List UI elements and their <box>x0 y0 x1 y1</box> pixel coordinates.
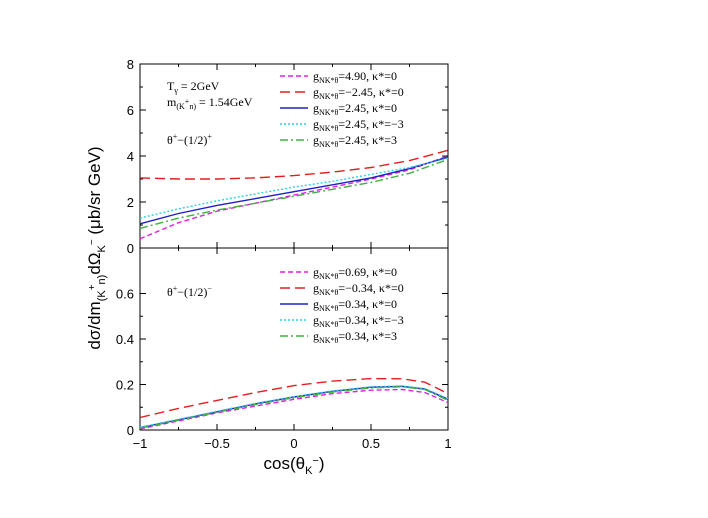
axis-ticks <box>139 63 449 431</box>
y-tick-label: 6 <box>127 103 134 118</box>
bottom-annotation-parity: θ+−(1/2)− <box>167 284 212 299</box>
x-tick-label: 0 <box>290 436 297 451</box>
bottom-panel-frame <box>139 247 449 431</box>
y-tick-label: 8 <box>127 57 134 72</box>
x-tick-label: 1 <box>444 436 451 451</box>
series-line <box>139 157 449 219</box>
x-tick-label: 0.5 <box>362 436 380 451</box>
legend-entry-text: gNK*θ=2.45, κ*=−3 <box>313 117 404 133</box>
top-annotation-parity: θ+−(1/2)+ <box>167 132 212 147</box>
series-line <box>139 377 449 419</box>
legend-entry-text: gNK*θ=−0.34, κ*=0 <box>313 281 404 297</box>
y-tick-label: 0 <box>127 423 134 438</box>
series-line <box>139 388 449 430</box>
series-line <box>139 158 449 230</box>
series-line <box>139 385 449 428</box>
x-axis-title: cos(θK−) <box>263 454 324 477</box>
top-annotation-mass: m(K+n) = 1.54GeV <box>167 95 253 111</box>
legend-entry-text: gNK*θ=0.34, κ*=3 <box>313 329 397 345</box>
legend-entry-text: gNK*θ=0.69, κ*=0 <box>313 265 397 281</box>
y-tick-label: 0 <box>127 241 134 256</box>
series-line <box>139 155 449 240</box>
y-tick-label: 0.6 <box>116 287 134 302</box>
y-tick-label: 4 <box>127 149 134 164</box>
bottom-legend: gNK*θ=0.69, κ*=0 gNK*θ=−0.34, κ*=0 gNK*θ… <box>313 265 404 345</box>
top-legend: gNK*θ=4.90, κ*=0 gNK*θ=−2.45, κ*=0 gNK*θ… <box>313 69 404 149</box>
legend-entry-text: gNK*θ=2.45, κ*=3 <box>313 133 397 149</box>
y-tick-label: 2 <box>127 195 134 210</box>
y-tick-label: 0.4 <box>116 332 134 347</box>
legend-swatches <box>280 75 308 337</box>
legend-entry-text: gNK*θ=4.90, κ*=0 <box>313 69 397 85</box>
series-line <box>139 386 449 429</box>
y-tick-label: 0.2 <box>116 378 134 393</box>
legend-entry-text: gNK*θ=0.34, κ*=0 <box>313 297 397 313</box>
series-line <box>139 149 449 180</box>
x-tick-label: −0.5 <box>204 436 230 451</box>
y-axis-title: dσ/dm(K+n)dΩK− (μb/sr GeV) <box>85 146 108 349</box>
x-tick-label: −1 <box>133 436 148 451</box>
legend-entry-text: gNK*θ=2.45, κ*=0 <box>313 101 397 117</box>
series-lines <box>139 149 449 430</box>
legend-entry-text: gNK*θ=0.34, κ*=−3 <box>313 313 404 329</box>
tick-labels: 0 2 4 6 8 0 0.2 0.4 0.6 −1 −0.5 0 0.5 1 <box>116 57 452 451</box>
series-line <box>139 156 449 225</box>
legend-entry-text: gNK*θ=−2.45, κ*=0 <box>313 85 404 101</box>
top-annotation-energy: Tγ = 2GeV <box>167 79 220 95</box>
